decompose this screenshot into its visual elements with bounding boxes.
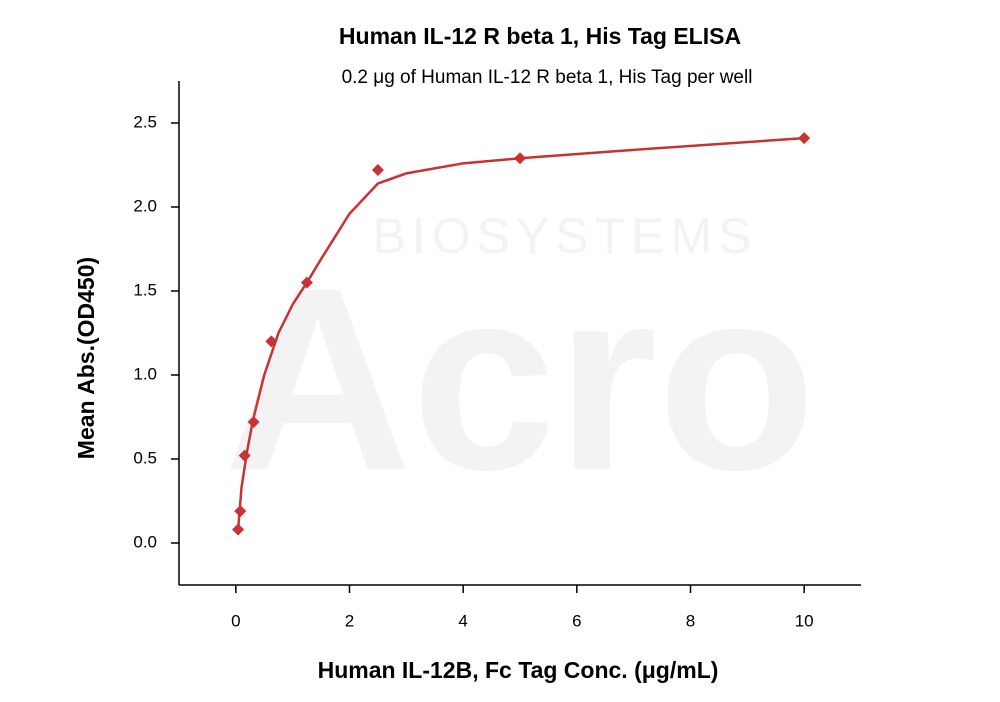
- x-tick-label: 6: [572, 611, 581, 630]
- y-tick-label: 1.0: [133, 364, 157, 383]
- y-tick-label: 0.5: [133, 448, 157, 467]
- y-tick-label: 2.5: [133, 112, 157, 131]
- x-tick-label: 10: [795, 611, 814, 630]
- y-tick-label: 1.5: [133, 280, 157, 299]
- y-tick-label: 2.0: [133, 196, 157, 215]
- x-tick-label: 8: [686, 611, 695, 630]
- x-tick-label: 2: [345, 611, 354, 630]
- watermark: Acro: [224, 235, 816, 525]
- y-axis-label: Mean Abs.(OD450): [73, 257, 99, 459]
- data-point: [232, 523, 245, 536]
- data-point: [371, 164, 384, 177]
- y-tick-label: 0.0: [133, 532, 157, 551]
- chart-subtitle: 0.2 μg of Human IL-12 R beta 1, His Tag …: [342, 67, 753, 88]
- x-tick-label: 0: [231, 611, 240, 630]
- fit-line: [236, 136, 805, 530]
- chart-title: Human IL-12 R beta 1, His Tag ELISA: [339, 23, 741, 49]
- x-axis-label: Human IL-12B, Fc Tag Conc. (μg/mL): [318, 657, 719, 683]
- watermark: BIOSYSTEMS: [372, 208, 757, 264]
- x-tick-label: 4: [458, 611, 467, 630]
